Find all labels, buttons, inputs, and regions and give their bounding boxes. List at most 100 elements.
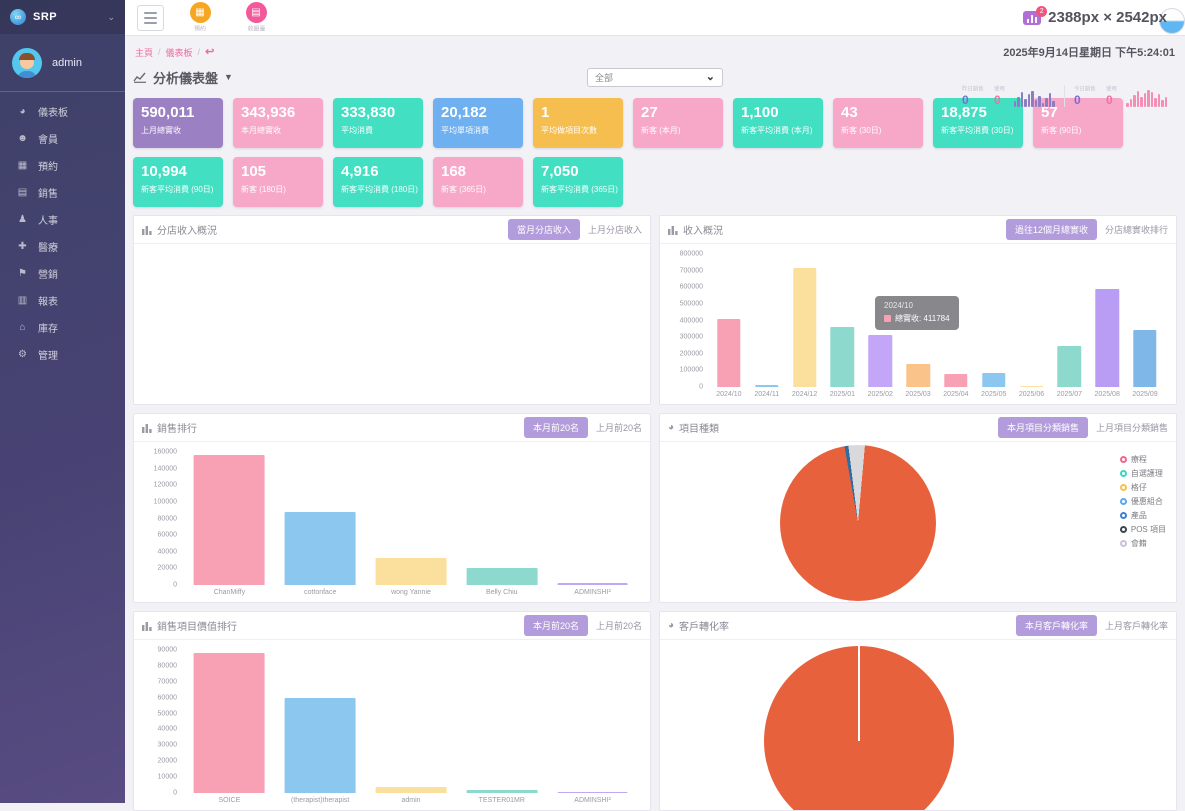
bar-2024/11[interactable] [755, 385, 778, 387]
sidebar-item-booking[interactable]: ▦預約 [0, 152, 125, 179]
conversion-this-month-button[interactable]: 本月客戶轉化率 [1016, 615, 1097, 636]
bar-ADMINSHI²[interactable] [557, 792, 628, 793]
brand-chevron-down-icon[interactable] [107, 12, 115, 23]
legend-item[interactable]: 格仔 [1120, 482, 1166, 493]
past-12-months-revenue-button[interactable]: 過往12個月總實收 [1006, 219, 1097, 240]
sidebar-item-staff[interactable]: ♟人事 [0, 206, 125, 233]
bar-2025/05[interactable] [982, 373, 1005, 387]
bar-2025/02[interactable] [868, 335, 891, 387]
extension-icon[interactable]: 2 [1023, 11, 1041, 25]
legend-item[interactable]: 產品 [1120, 510, 1166, 521]
sidebar-item-inventory[interactable]: ⌂庫存 [0, 314, 125, 341]
sparkline-chart [1014, 90, 1055, 107]
breadcrumb: 主頁 / 儀表板 / [135, 46, 214, 59]
bar-2025/03[interactable] [906, 364, 929, 387]
bar-ADMINSHI²[interactable] [557, 583, 628, 585]
bar-cottonface[interactable] [285, 512, 356, 585]
bar-ChanMiffy[interactable] [194, 455, 265, 585]
bar-Belly Chiu[interactable] [466, 568, 537, 585]
pie-客戶轉化率[interactable] [764, 646, 954, 811]
pie-項目種類[interactable] [780, 445, 936, 601]
legend-label: 優惠組合 [1131, 496, 1163, 507]
stat-card-label: 新客 (本月) [641, 125, 715, 136]
x-tick-label: 2024/11 [748, 391, 786, 402]
bar-(therapist)therapist[interactable] [285, 698, 356, 793]
notification-badge: 2 [1036, 6, 1047, 17]
sidebar-item-label: 儀表板 [38, 104, 68, 119]
y-tick-label: 500000 [680, 300, 703, 307]
bar-2025/01[interactable] [831, 327, 854, 387]
conversion-last-month-button[interactable]: 上月客戶轉化率 [1105, 619, 1168, 632]
sidebar-item-label: 人事 [38, 212, 58, 227]
bar-TESTER01MR[interactable] [466, 790, 537, 793]
sidebar-item-reports[interactable]: ▥報表 [0, 287, 125, 314]
y-tick-label: 30000 [158, 742, 177, 749]
bar-admin[interactable] [376, 787, 447, 793]
bar-2025/08[interactable] [1095, 289, 1118, 387]
legend-marker [1120, 498, 1127, 505]
legend-item[interactable]: POS 項目 [1120, 524, 1166, 535]
legend-item[interactable]: 會籍 [1120, 538, 1166, 549]
panel-header: 銷售項目價值排行 本月前20名 上月前20名 [134, 612, 650, 640]
bar-wong Yannie[interactable] [376, 558, 447, 585]
item-value-top20-this-month-button[interactable]: 本月前20名 [524, 615, 588, 636]
sidebar-item-medical[interactable]: ✚醫療 [0, 233, 125, 260]
quick-action-calendar[interactable]: ▦預約 [180, 2, 220, 34]
bar-2025/04[interactable] [944, 374, 967, 387]
breadcrumb-home-link[interactable]: 主頁 [135, 46, 153, 59]
sidebar-toggle-button[interactable] [137, 5, 164, 31]
calendar-icon: ▦ [190, 2, 211, 23]
quick-actions: ▦預約 ▤收銀臺 [164, 2, 276, 34]
members-icon: ☻ [15, 133, 30, 144]
panel-title-label: 項目種類 [679, 420, 719, 435]
bar-SOICE[interactable] [194, 653, 265, 793]
back-arrow-icon[interactable] [205, 47, 214, 58]
bar-2024/12[interactable] [793, 268, 816, 387]
current-month-branch-revenue-button[interactable]: 當月分店收入 [508, 219, 580, 240]
sidebar-item-sales[interactable]: ▤銷售 [0, 179, 125, 206]
breadcrumb-current-link[interactable]: 儀表板 [166, 46, 193, 59]
item-value-top20-last-month-button[interactable]: 上月前20名 [596, 619, 642, 632]
bar-2024/10[interactable] [717, 319, 740, 387]
sales-top20-this-month-button[interactable]: 本月前20名 [524, 417, 588, 438]
sidebar-item-settings[interactable]: ⚙管理 [0, 341, 125, 368]
legend-item[interactable]: 療程 [1120, 454, 1166, 465]
bar-2025/09[interactable] [1133, 330, 1156, 387]
sales-top20-last-month-button[interactable]: 上月前20名 [596, 421, 642, 434]
title-chevron-down-icon[interactable] [224, 72, 233, 82]
stat-card-label: 本月總實收 [241, 125, 315, 136]
panel-title: ◕ 客戶轉化率 [668, 618, 1008, 633]
y-tick-label: 10000 [158, 774, 177, 781]
panel-title: 銷售項目價值排行 [142, 618, 516, 633]
bar-2025/07[interactable] [1058, 346, 1081, 387]
user-avatar[interactable] [12, 48, 42, 78]
legend-item[interactable]: 自選護理 [1120, 468, 1166, 479]
bar-2025/06[interactable] [1020, 386, 1043, 387]
branch-filter-select[interactable]: 全部 [587, 68, 723, 87]
category-sales-last-month-button[interactable]: 上月項目分類銷售 [1096, 421, 1168, 434]
legend-item[interactable]: 優惠組合 [1120, 496, 1166, 507]
divider [1064, 85, 1065, 107]
panel-header: 分店收入概況 當月分店收入 上月分店收入 [134, 216, 650, 244]
last-month-branch-revenue-button[interactable]: 上月分店收入 [588, 223, 642, 236]
x-tick-label: 2025/03 [899, 391, 937, 402]
sidebar-item-marketing[interactable]: ⚑營銷 [0, 260, 125, 287]
sidebar-item-dashboard[interactable]: ◕儀表板 [0, 98, 125, 125]
x-tick-label: 2025/02 [861, 391, 899, 402]
quick-action-cash-register[interactable]: ▤收銀臺 [236, 2, 276, 34]
branch-revenue-ranking-button[interactable]: 分店總實收排行 [1105, 223, 1168, 236]
stat-card-value: 27 [641, 105, 715, 121]
y-tick-label: 120000 [154, 482, 177, 489]
quick-action-label: 收銀臺 [247, 24, 265, 33]
sidebar-item-members[interactable]: ☻會員 [0, 125, 125, 152]
category-sales-this-month-button[interactable]: 本月項目分類銷售 [998, 417, 1088, 438]
medical-icon: ✚ [15, 241, 30, 252]
stat-card-label: 新客 (365日) [441, 184, 515, 195]
